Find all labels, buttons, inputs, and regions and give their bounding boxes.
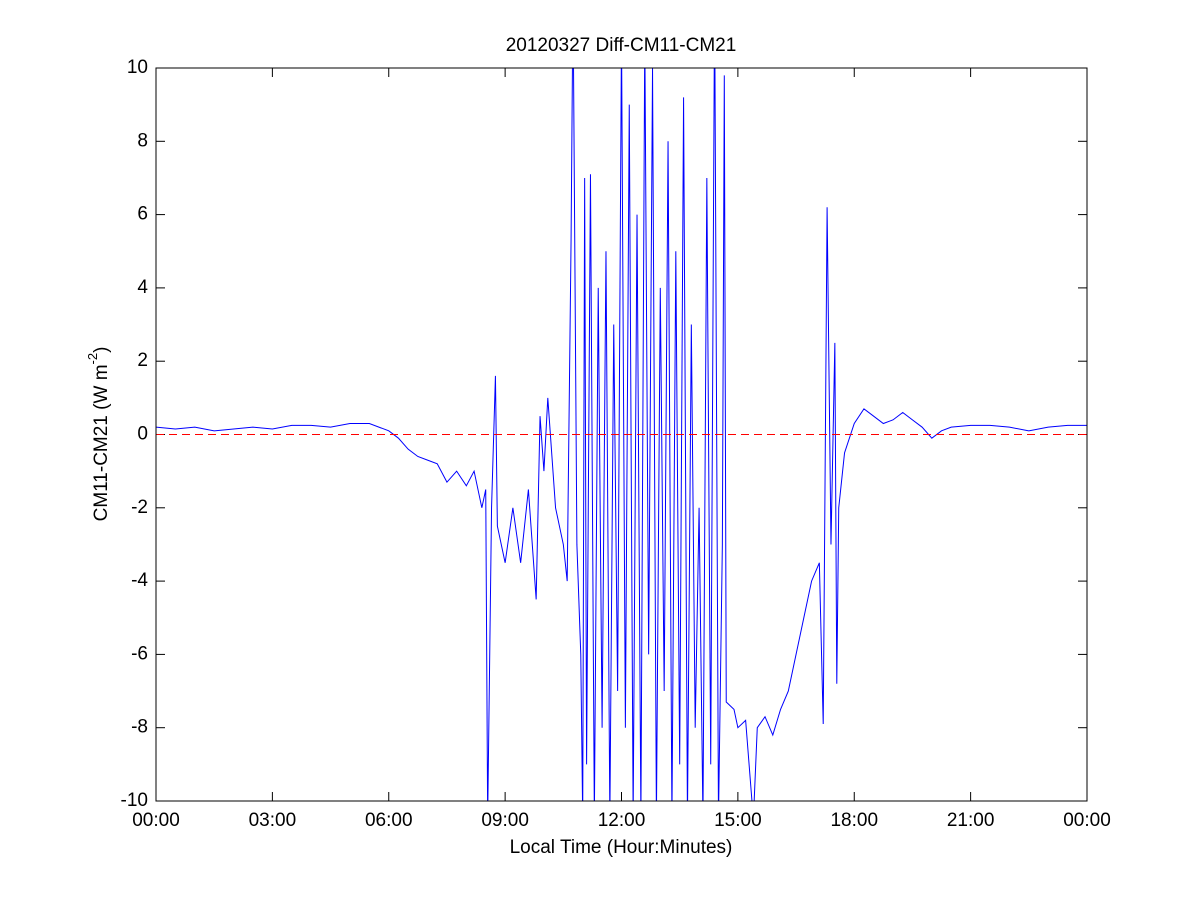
y-tick-label: 2 (137, 350, 148, 371)
x-tick-label: 15:00 (714, 810, 762, 831)
x-tick-label: 00:00 (132, 810, 180, 831)
y-axis-label: CM11-CM21 (W m-2) (85, 347, 112, 522)
x-tick-label: 12:00 (598, 810, 646, 831)
x-tick-label: 09:00 (481, 810, 529, 831)
x-tick-label: 00:00 (1063, 810, 1111, 831)
y-tick-label: 8 (137, 130, 148, 151)
y-tick-label: 10 (127, 57, 148, 78)
x-axis-label: Local Time (Hour:Minutes) (510, 837, 733, 858)
y-tick-label: -4 (131, 570, 148, 591)
y-tick-label: -6 (131, 643, 148, 664)
y-axis-label-text: ) (91, 347, 112, 353)
chart-title: 20120327 Diff-CM11-CM21 (506, 35, 737, 56)
x-tick-label: 21:00 (947, 810, 995, 831)
y-axis-label-sup: -2 (85, 353, 100, 365)
y-tick-label: 0 (137, 424, 148, 445)
plot-area (156, 68, 1087, 801)
x-tick-label: 18:00 (830, 810, 878, 831)
y-tick-label: 4 (137, 277, 148, 298)
plot-frame (155, 67, 1088, 802)
y-tick-label: 6 (137, 204, 148, 225)
y-axis-label-text: CM11-CM21 (W m (91, 364, 112, 521)
y-tick-label: -8 (131, 717, 148, 738)
y-tick-label: -10 (121, 790, 148, 811)
x-tick-label: 06:00 (365, 810, 413, 831)
x-tick-label: 03:00 (249, 810, 297, 831)
data-line (156, 68, 1087, 801)
y-tick-label: -2 (131, 497, 148, 518)
